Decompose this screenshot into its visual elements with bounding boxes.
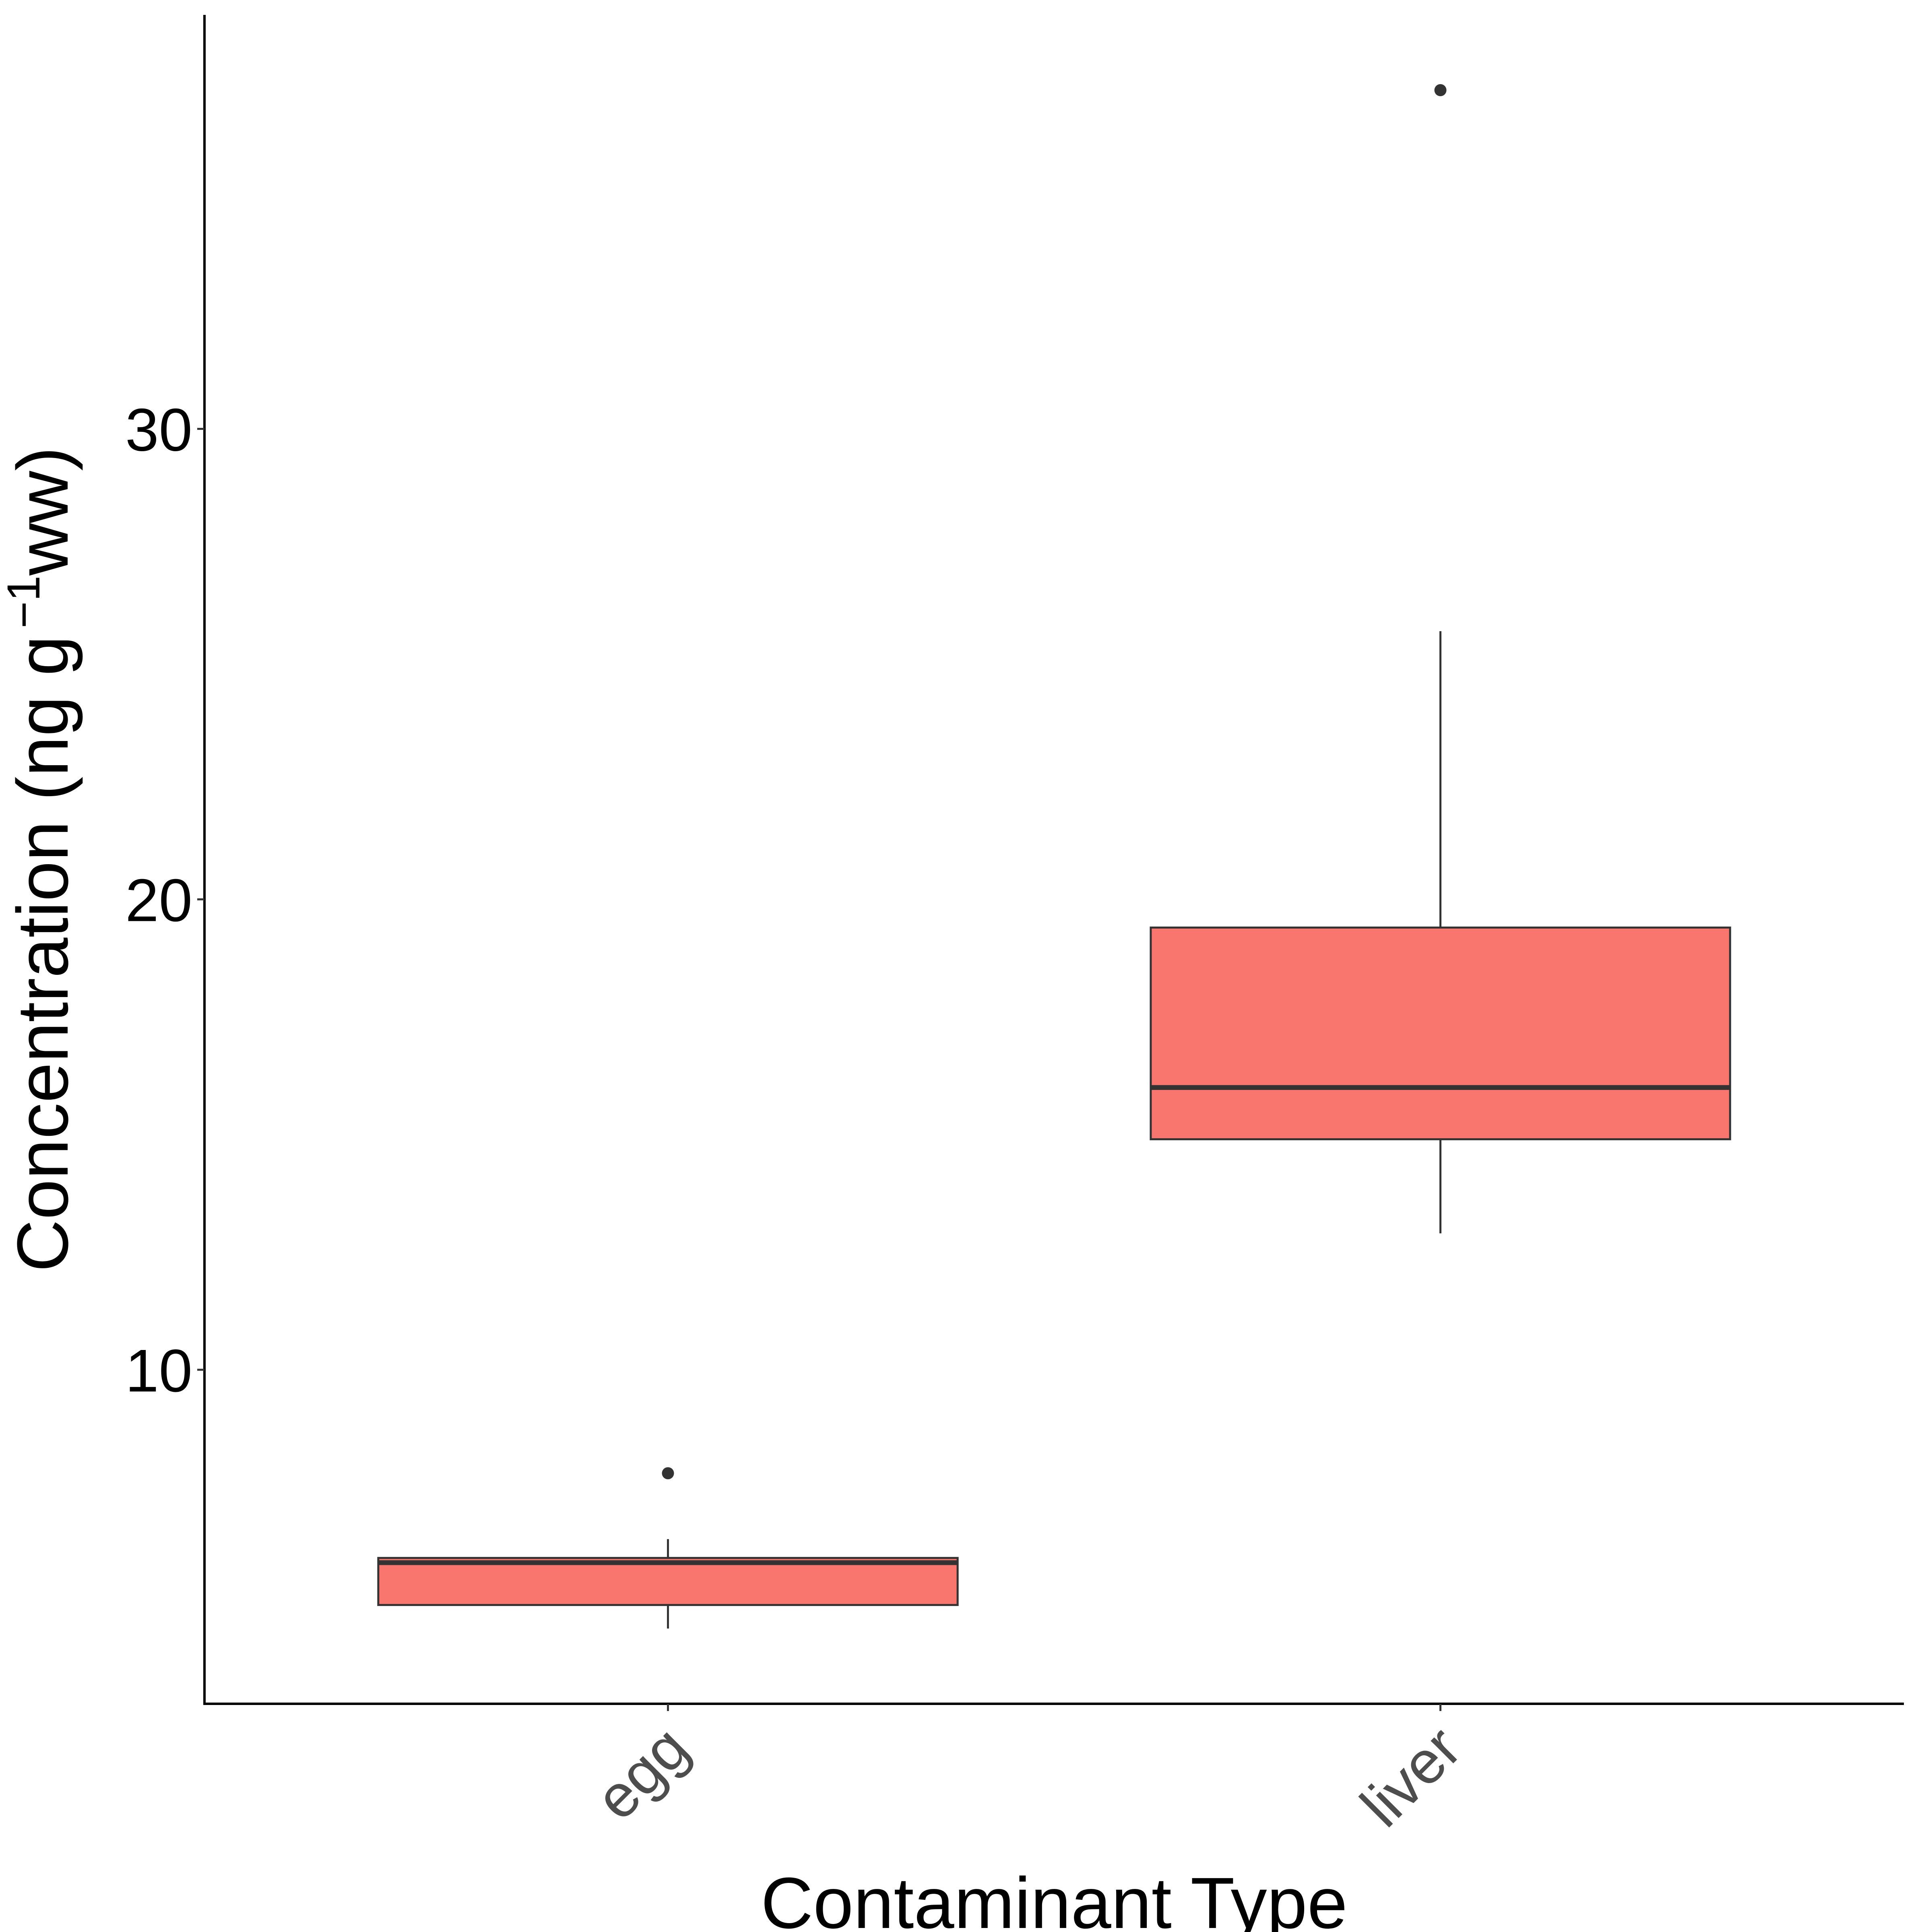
x-axis-title: Contaminant Type (761, 1863, 1348, 1932)
y-tick-label: 10 (125, 1337, 192, 1404)
y-axis-title-superscript: −1 (0, 576, 50, 628)
y-axis-title-suffix: ww) (2, 447, 83, 576)
y-axis-title: Concentration (ng g −1ww) (0, 447, 83, 1272)
box-iqr (1150, 926, 1731, 1140)
y-axis: 10 20 30 (125, 396, 204, 1404)
y-tick-label: 20 (125, 866, 192, 934)
box-liver (1150, 84, 1731, 1234)
y-axis-title-main: Concentration (ng g (2, 636, 83, 1272)
outlier-point (662, 1467, 674, 1480)
box-iqr (377, 1557, 959, 1606)
outlier-point (1434, 84, 1447, 97)
y-tick-label: 30 (125, 396, 192, 464)
box-egg (377, 1467, 959, 1629)
plot-marks (377, 84, 1731, 1629)
